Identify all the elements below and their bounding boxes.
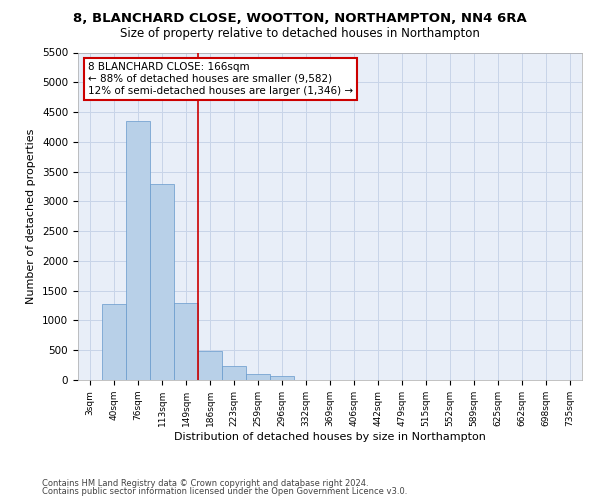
Text: Contains public sector information licensed under the Open Government Licence v3: Contains public sector information licen… bbox=[42, 487, 407, 496]
Bar bbox=[222, 366, 246, 380]
Bar bbox=[150, 184, 174, 380]
Bar bbox=[198, 352, 222, 380]
Text: 8 BLANCHARD CLOSE: 166sqm
← 88% of detached houses are smaller (9,582)
12% of se: 8 BLANCHARD CLOSE: 166sqm ← 88% of detac… bbox=[88, 62, 353, 96]
Bar bbox=[174, 302, 198, 380]
Text: 8, BLANCHARD CLOSE, WOOTTON, NORTHAMPTON, NN4 6RA: 8, BLANCHARD CLOSE, WOOTTON, NORTHAMPTON… bbox=[73, 12, 527, 26]
Bar bbox=[246, 374, 270, 380]
Bar bbox=[102, 304, 126, 380]
Text: Contains HM Land Registry data © Crown copyright and database right 2024.: Contains HM Land Registry data © Crown c… bbox=[42, 478, 368, 488]
Y-axis label: Number of detached properties: Number of detached properties bbox=[26, 128, 37, 304]
X-axis label: Distribution of detached houses by size in Northampton: Distribution of detached houses by size … bbox=[174, 432, 486, 442]
Bar bbox=[126, 121, 150, 380]
Bar bbox=[270, 376, 294, 380]
Text: Size of property relative to detached houses in Northampton: Size of property relative to detached ho… bbox=[120, 28, 480, 40]
